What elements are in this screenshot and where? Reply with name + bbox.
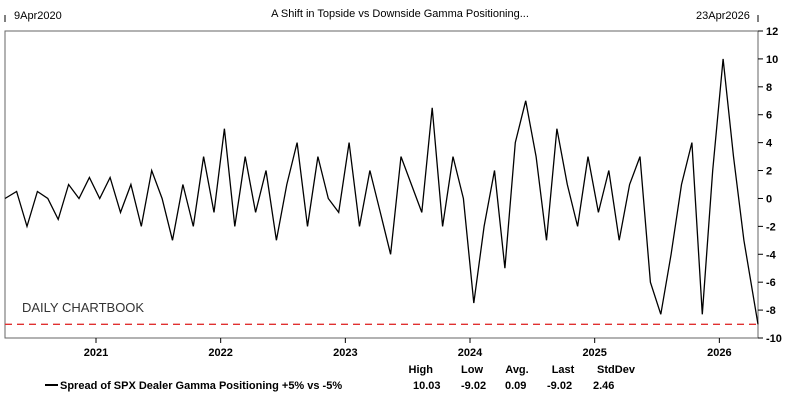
y-tick-label: 4 [766, 138, 773, 150]
y-tick-label: 0 [766, 193, 772, 205]
y-tick-label: 10 [766, 54, 778, 66]
y-tick-label: -10 [766, 333, 782, 345]
y-tick-label: -8 [766, 305, 776, 317]
legend-last: -9.02 [547, 380, 572, 392]
y-tick-label: 6 [766, 110, 772, 122]
x-tick-label: 2023 [333, 347, 357, 359]
end-date-label: 23Apr2026 [696, 10, 750, 22]
y-tick-label: -4 [766, 249, 777, 261]
y-tick-label: -2 [766, 221, 776, 233]
chart-title: A Shift in Topside vs Downside Gamma Pos… [271, 8, 529, 20]
legend-high: 10.03 [413, 380, 441, 392]
legend-label: Spread of SPX Dealer Gamma Positioning +… [60, 380, 342, 392]
legend-avg: 0.09 [505, 380, 526, 392]
legend-stddev: 2.46 [593, 380, 614, 392]
legend-header-stddev: StdDev [597, 364, 636, 376]
watermark: DAILY CHARTBOOK [22, 300, 144, 315]
legend-header-high: High [409, 364, 434, 376]
legend-header-low: Low [461, 364, 483, 376]
x-tick-label: 2026 [707, 347, 731, 359]
x-tick-label: 2025 [582, 347, 606, 359]
legend-header-last: Last [552, 364, 575, 376]
start-date-label: 9Apr2020 [14, 10, 62, 22]
y-tick-label: 8 [766, 82, 772, 94]
x-tick-label: 2021 [84, 347, 108, 359]
legend-low: -9.02 [461, 380, 486, 392]
y-tick-label: 2 [766, 166, 772, 178]
x-tick-label: 2024 [458, 347, 483, 359]
series-line [4, 58, 759, 325]
plot-frame [4, 30, 759, 339]
x-tick-label: 2022 [208, 347, 232, 359]
y-tick-label: 12 [766, 26, 778, 38]
y-tick-label: -6 [766, 277, 776, 289]
legend: High Low Avg. Last StdDev Spread of SPX … [45, 364, 636, 392]
legend-header-avg: Avg. [505, 364, 528, 376]
